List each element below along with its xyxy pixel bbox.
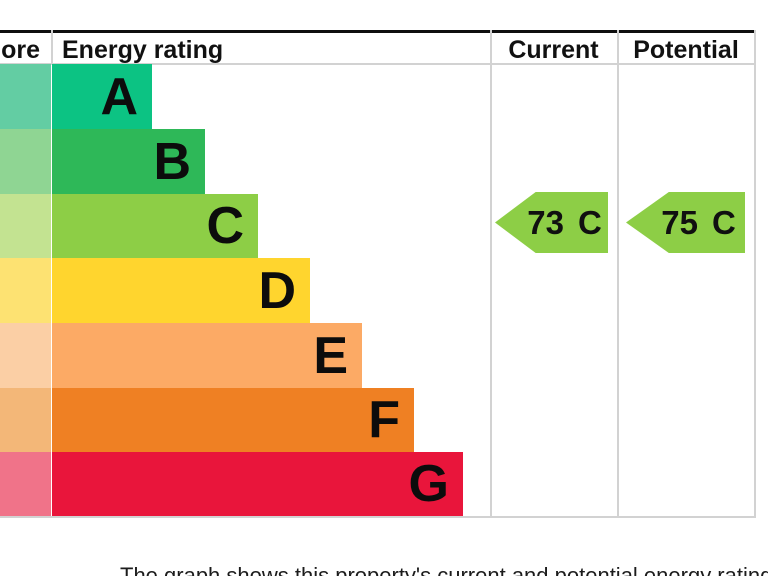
band-d-letter: D [258, 261, 296, 320]
band-e-score-cell: -54 [0, 323, 51, 388]
band-e-letter: E [313, 326, 348, 385]
band-e-bar: E [52, 323, 362, 388]
band-row-f: -38 F [0, 388, 768, 452]
band-row-b: -91 B [0, 129, 768, 194]
current-column-header: Current [508, 36, 599, 64]
band-f-bar: F [52, 388, 414, 452]
band-b-score-cell: -91 [0, 129, 51, 194]
band-row-a: + A [0, 64, 768, 129]
current-score-value: 73 [527, 203, 564, 241]
band-b-bar: B [52, 129, 205, 194]
band-d-bar: D [52, 258, 310, 323]
band-a-letter: A [100, 67, 138, 126]
table-top-border [0, 30, 756, 33]
band-f-letter: F [368, 391, 400, 449]
header-divider-line [0, 63, 756, 65]
current-column-divider [490, 30, 492, 518]
current-rating-letter: C [577, 203, 602, 241]
score-column-header: ore [1, 36, 40, 64]
potential-column-divider [617, 30, 619, 518]
energy-rating-column-header: Energy rating [62, 36, 224, 64]
band-row-d: -68 D [0, 258, 768, 323]
band-g-bar: G [52, 452, 463, 516]
band-d-score-cell: -68 [0, 258, 51, 323]
clipped-caption-text: The graph shows this property's current … [120, 563, 768, 576]
potential-rating-letter: C [711, 203, 736, 241]
band-g-letter: G [408, 455, 449, 513]
band-b-letter: B [153, 132, 191, 191]
score-column-divider [51, 30, 53, 63]
table-right-border [754, 30, 756, 518]
band-c-letter: C [206, 197, 244, 255]
potential-score-value: 75 [661, 203, 698, 241]
band-row-e: -54 E [0, 323, 768, 388]
band-g-score-cell: 20 [0, 452, 51, 516]
band-a-bar: A [52, 64, 152, 129]
table-bottom-border [0, 516, 756, 518]
band-a-score-cell: + [0, 64, 51, 129]
potential-column-header: Potential [633, 36, 739, 64]
band-row-c: -80 C [0, 194, 768, 258]
band-c-bar: C [52, 194, 258, 258]
band-c-score-cell: -80 [0, 194, 51, 258]
band-row-g: 20 G [0, 452, 768, 516]
band-f-score-cell: -38 [0, 388, 51, 452]
